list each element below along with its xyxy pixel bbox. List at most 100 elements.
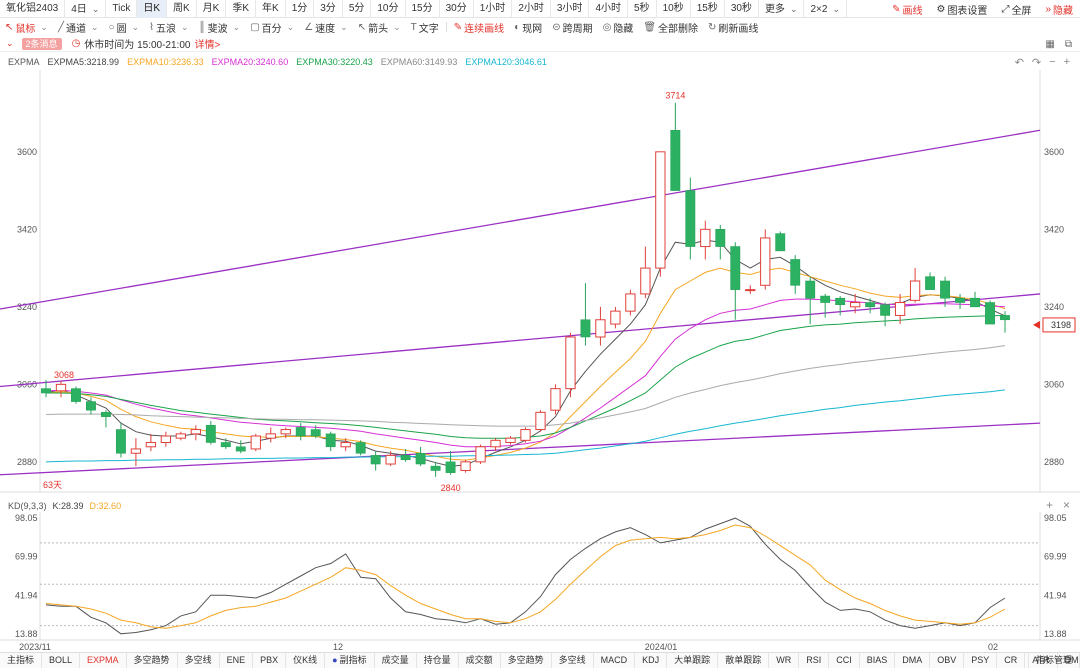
candle[interactable] [55,380,67,398]
kd-name[interactable]: KD(9,3,3) [8,501,47,511]
draw-tool-12[interactable]: ◎ 隐藏 [598,19,639,35]
candle[interactable] [505,436,516,445]
candle[interactable] [909,268,921,303]
candle[interactable] [580,283,591,346]
candle[interactable] [41,380,51,398]
candle[interactable] [610,306,621,329]
sub-indicator-tab-11[interactable]: CCI [829,653,860,668]
period-tab-23[interactable]: 2×2 [804,0,847,18]
main-indicator-tab-6[interactable]: PBX [253,653,287,668]
candle[interactable] [655,151,666,277]
period-tab-9[interactable]: 3分 [314,0,343,18]
period-tab-17[interactable]: 4小时 [589,0,628,18]
sub-indicator-tab-13[interactable]: DMA [895,653,931,668]
sub-indicator-tab-12[interactable]: BIAS [860,653,896,668]
undo-icon[interactable]: ↶ [1014,57,1024,69]
sub-indicator-tab-0[interactable]: 成交量 [375,653,417,668]
draw-tool-5[interactable]: ▢ 百分 ⌄ [245,19,299,35]
candle[interactable] [115,423,126,458]
draw-tool-14[interactable]: ↻ 刷新画线 [703,19,763,35]
candle[interactable] [250,433,261,452]
candle[interactable] [415,446,426,467]
period-tab-12[interactable]: 15分 [406,0,440,18]
draw-tool-9[interactable]: ✎ 连续画线 [449,19,509,35]
period-tab-4[interactable]: 周K [167,0,197,18]
popout-icon[interactable]: ⧉ [1064,38,1072,50]
main-indicator-tab-7[interactable]: 仪K线 [286,653,326,668]
draw-tool-1[interactable]: ╱ 通道 ⌄ [53,19,104,35]
draw-tool-4[interactable]: ║ 斐波 ⌄ [194,19,246,35]
candle[interactable] [400,448,411,462]
candle[interactable] [700,220,711,260]
main-indicator-tab-0[interactable]: 主指标 [0,653,43,668]
period-tab-10[interactable]: 5分 [343,0,372,18]
draw-tool-7[interactable]: ↖ 箭头 ⌄ [353,19,406,35]
candle[interactable] [100,410,111,428]
candle[interactable] [355,440,366,456]
candle[interactable] [235,440,246,454]
candle[interactable] [460,459,471,473]
period-tab-7[interactable]: 年K [256,0,286,18]
sub-indicator-tab-8[interactable]: 散单跟踪 [718,653,770,668]
candlestick-chart[interactable]: 2880288030603060324032403420342036003600… [0,70,1080,498]
draw-tool-10[interactable]: ◐ 现网 [509,19,547,35]
candle[interactable] [220,438,231,449]
draw-tool-0[interactable]: ↖ 鼠标 ⌄ [0,19,53,35]
fullscreen-button[interactable]: ⤢ 全屏 [994,2,1038,17]
candle[interactable] [745,285,756,294]
sub-indicator-tab-15[interactable]: PSY [964,653,998,668]
period-tab-14[interactable]: 1小时 [474,0,513,18]
period-tab-0[interactable]: 氧化铝2403 [0,0,66,18]
candle[interactable] [894,293,906,325]
draw-tool-2[interactable]: ○ 圆 ⌄ [104,19,145,35]
period-tab-19[interactable]: 10秒 [657,0,691,18]
candle[interactable] [850,293,861,314]
period-tab-16[interactable]: 3小时 [551,0,590,18]
sub-indicator-tab-1[interactable]: 持仓量 [417,653,459,668]
trendline-0[interactable] [0,129,1041,310]
hide-button[interactable]: » 隐藏 [1038,2,1080,17]
candle[interactable] [790,255,801,294]
sub-indicator-tab-7[interactable]: 大单跟踪 [667,653,719,668]
kd-chart[interactable]: 98.05 98.05 69.99 69.99 41.94 41.94 13.88 13.88… [0,512,1080,652]
candle[interactable] [865,298,876,314]
sub-indicator-tab-10[interactable]: RSI [799,653,830,668]
draw-tool-6[interactable]: ∠ 速度 ⌄ [299,19,353,35]
candle[interactable] [520,427,531,443]
candle[interactable] [685,177,696,260]
sub-indicator-tab-9[interactable]: WR [769,653,800,668]
main-indicator-tab-3[interactable]: 多空趋势 [127,653,178,668]
draw-tool-8[interactable]: T 文字 [406,19,444,35]
candle[interactable] [130,438,142,467]
candle[interactable] [985,300,995,325]
candle[interactable] [145,433,157,452]
message-count-badge[interactable]: 2条消息 [21,37,62,50]
candle[interactable] [71,386,81,404]
candle[interactable] [535,410,546,432]
candle[interactable] [925,272,936,290]
candle[interactable] [1000,311,1010,333]
trendline-1[interactable] [0,293,1041,388]
period-tab-3[interactable]: 日K [137,0,167,18]
draw-tool-3[interactable]: ⌇ 五浪 ⌄ [144,19,193,35]
candle[interactable] [835,296,846,316]
main-indicator-tab-2[interactable]: EXPMA [80,653,127,668]
zoom-out-icon[interactable]: − [1049,56,1056,68]
sub-indicator-tab-14[interactable]: OBV [930,653,965,668]
indicator-manager-button[interactable]: 指标管理 [1027,653,1080,668]
period-tab-21[interactable]: 30秒 [725,0,759,18]
candle[interactable] [880,302,891,327]
main-indicator-tab-5[interactable]: ENE [220,653,254,668]
candle[interactable] [625,289,636,316]
candle[interactable] [820,293,831,318]
sub-indicator-header[interactable]: ● 副指标 [325,653,375,668]
main-indicator-tab-1[interactable]: BOLL [42,653,81,668]
candle[interactable] [430,461,441,477]
draw-tool-13[interactable]: 🗑 全部删除 [638,19,703,35]
candle[interactable] [715,225,726,260]
draw-tool-11[interactable]: ⊝ 跨周期 [547,19,597,35]
period-tab-22[interactable]: 更多 [759,0,805,18]
add-icon[interactable]: + [1045,498,1053,512]
candle[interactable] [280,427,291,439]
indicator-name[interactable]: EXPMA [8,57,40,67]
